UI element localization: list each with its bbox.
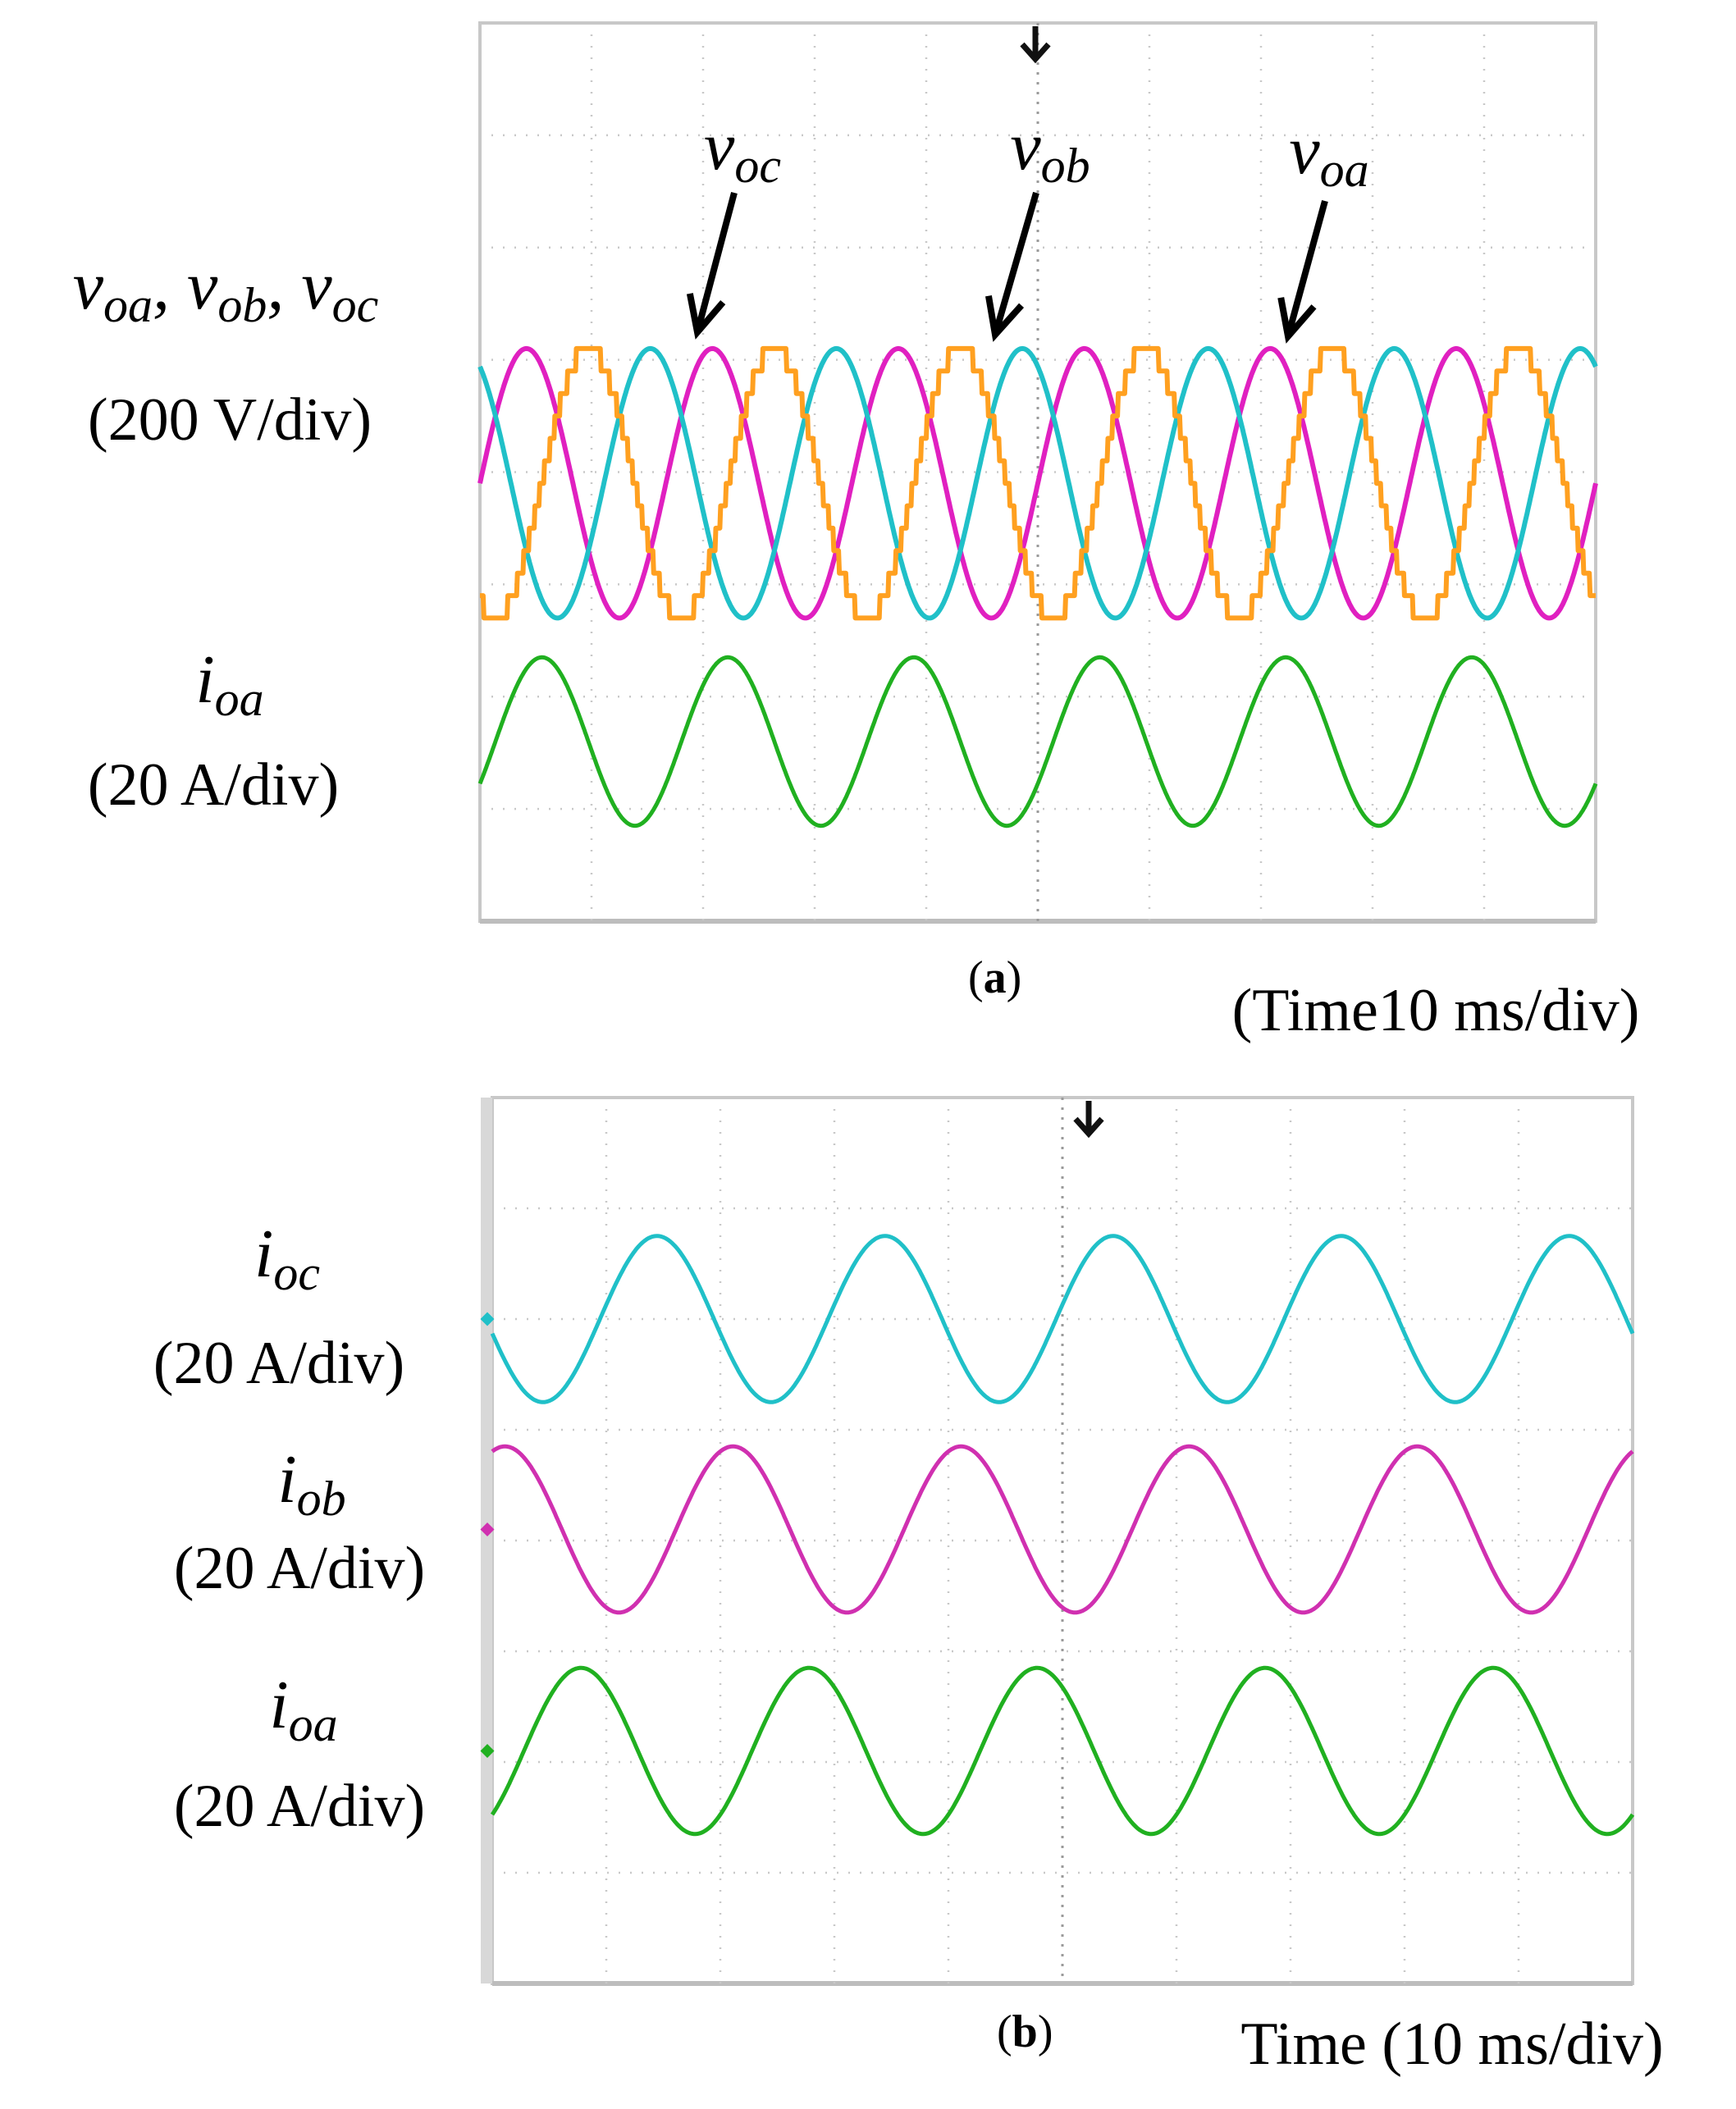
chart-b-iob-label-line2: (20 A/div) — [173, 1535, 426, 1602]
chart-a-caption: (a) — [968, 952, 1022, 1003]
chart-b-caption: (b) — [997, 2006, 1053, 2057]
chart-a-xlabel: (Time10 ms/div) — [1231, 977, 1640, 1044]
voc-arrow-head — [686, 293, 726, 340]
ground-marker-ioa — [480, 1744, 495, 1758]
voa-arrow-head — [1277, 297, 1317, 344]
trace-ioa-chart-a — [477, 655, 1598, 829]
trace-ioc-chart-b — [490, 1234, 1635, 1404]
chart-a-trigger-marker — [1020, 26, 1051, 64]
chart-b-xlabel: Time (10 ms/div) — [1240, 2011, 1664, 2078]
voc-arrow — [694, 191, 738, 334]
trace-iob-chart-b — [491, 1444, 1634, 1615]
chart-a-v-label-line1: voa, vob, voc — [72, 248, 379, 332]
chart-b-iob-label-line1: iob — [277, 1441, 346, 1526]
ground-marker-iob — [480, 1522, 495, 1536]
chart-a-i-label-line1: ioa — [195, 641, 264, 726]
vob-arrow — [992, 191, 1039, 336]
vob-annotation: vob — [1010, 108, 1090, 193]
chart-b-ioc-label-line1: ioc — [254, 1216, 320, 1300]
trace-vob-chart-a — [477, 345, 1598, 621]
voc-annotation: voc — [704, 108, 781, 193]
trace-ioa-chart-b — [490, 1665, 1635, 1837]
chart-a-v-label-line2: (200 V/div) — [87, 386, 372, 454]
chart-b-ioc-label-line2: (20 A/div) — [153, 1330, 405, 1397]
trace-voa-chart-a — [477, 345, 1598, 621]
voa-annotation: voa — [1289, 112, 1369, 197]
chart-a-i-label-line2: (20 A/div) — [87, 751, 340, 819]
ground-marker-ioc — [480, 1312, 495, 1326]
chart-b-ioa-label-line1: ioa — [269, 1667, 338, 1751]
chart-b-ioa-label-line2: (20 A/div) — [173, 1773, 426, 1840]
chart-b-left-bezel — [481, 1098, 492, 1983]
voa-arrow — [1285, 199, 1328, 338]
trace-voc-chart-a — [478, 345, 1597, 621]
vob-arrow-head — [984, 295, 1025, 342]
chart-b-trigger-marker — [1073, 1101, 1104, 1139]
